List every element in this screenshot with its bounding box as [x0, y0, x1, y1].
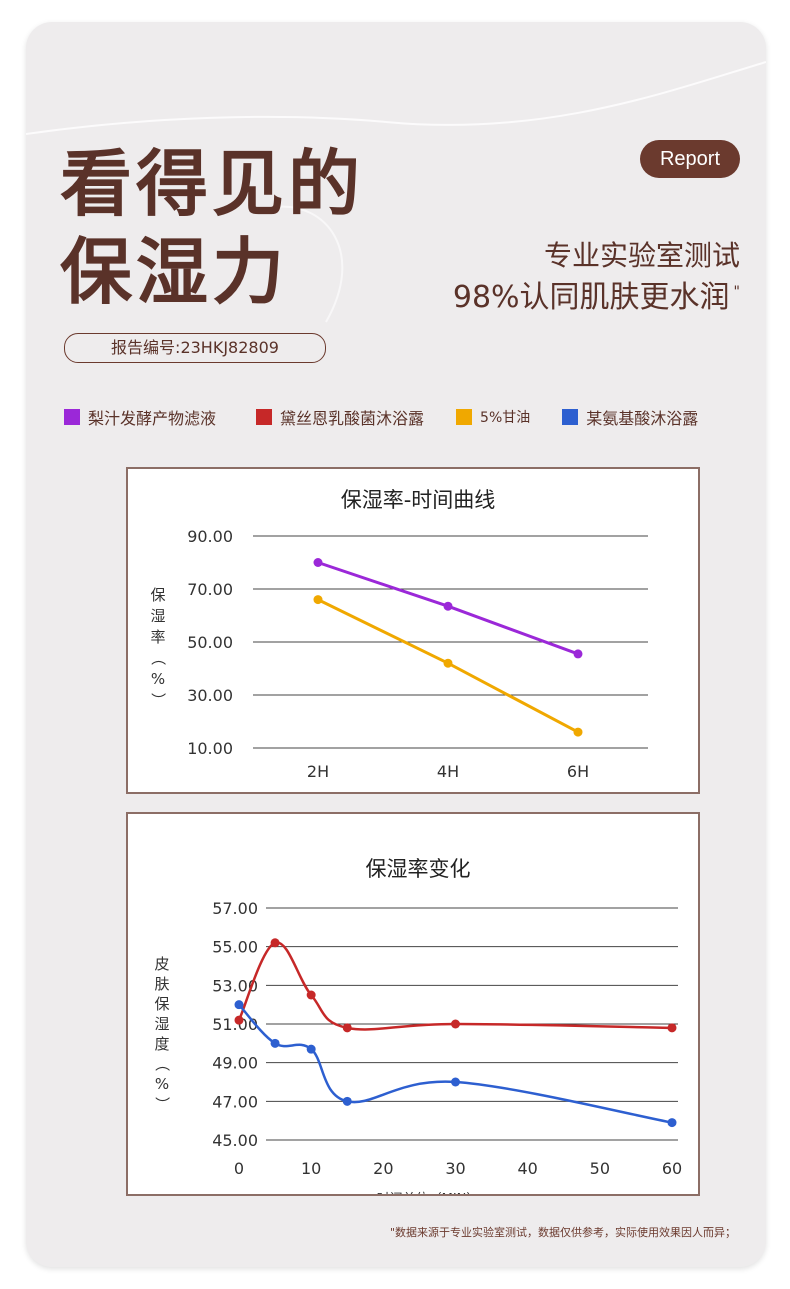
data-point — [667, 1118, 677, 1128]
x-tick-label: 20 — [373, 1159, 393, 1178]
legend-label: 梨汁发酵产物滤液 — [88, 409, 217, 428]
y-axis-label-char: （ — [149, 650, 167, 665]
data-point — [306, 990, 316, 1000]
x-tick-label: 40 — [517, 1159, 537, 1178]
background-swoosh — [26, 61, 766, 323]
headline-line1: 看得见的 — [60, 142, 365, 226]
legend-swatch — [256, 409, 273, 425]
legend-swatch — [64, 409, 80, 425]
data-point — [451, 1019, 460, 1029]
chart-retention-change: 保湿率变化 57.00 55.00 53.00 51.00 49.00 47.00 45.00… — [126, 812, 700, 1196]
legend-label: 5%甘油 — [480, 410, 531, 426]
data-point — [342, 1096, 352, 1106]
data-point — [234, 1015, 244, 1025]
legend-item-daisyen: 黛丝恩乳酸菌沐浴露 — [256, 405, 424, 429]
subtitle-line2-text: 98%认同肌肤更水润 — [452, 280, 730, 315]
x-tick-label: 2H — [307, 762, 329, 781]
headline: 看得见的 保湿力 — [60, 140, 364, 316]
data-point — [451, 1077, 460, 1087]
x-axis-label: 时间单位（MIN） — [377, 1192, 480, 1194]
x-tick-label: 60 — [662, 1159, 682, 1178]
y-axis-label-char: 率 — [150, 628, 165, 646]
data-point — [270, 938, 280, 948]
legend-item-amino: 某氨基酸沐浴露 — [562, 405, 698, 429]
y-axis-label-char: 度 — [154, 1035, 169, 1053]
data-point — [234, 1000, 244, 1010]
legend-swatch — [562, 409, 579, 425]
data-point — [443, 658, 453, 668]
y-tick-label: 10.00 — [187, 739, 233, 758]
legend-item-glycerin: 5%甘油 — [456, 407, 530, 427]
y-axis-label-char: 皮 — [154, 955, 169, 973]
y-axis-label-char: 保 — [154, 995, 169, 1013]
data-point — [306, 1044, 316, 1054]
series-line — [237, 941, 673, 1031]
x-tick-label: 0 — [234, 1159, 244, 1178]
x-tick-label: 10 — [301, 1159, 321, 1178]
y-axis-label-char: ） — [149, 692, 167, 707]
x-tick-label: 50 — [590, 1159, 610, 1178]
data-point — [342, 1023, 352, 1033]
chart-title: 保湿率变化 — [366, 857, 471, 881]
subtitle-line2: 98%认同肌肤更水润 " — [453, 272, 740, 316]
chart-retention-time: 保湿率-时间曲线 90.00 70.00 50.00 30.00 10.00 2H 4H 6H 保… — [126, 467, 700, 794]
subtitle-line1: 专业实验室测试 — [543, 239, 740, 272]
y-axis-label-char: % — [151, 670, 165, 688]
chart-retention-time-svg: 保湿率-时间曲线 90.00 70.00 50.00 30.00 10.00 2H 4H 6H 保… — [149, 488, 648, 781]
y-tick-label: 47.00 — [212, 1092, 258, 1111]
chart-title: 保湿率-时间曲线 — [341, 488, 496, 512]
headline-line2: 保湿力 — [60, 230, 289, 314]
report-card: 看得见的 保湿力 Report 专业实验室测试 98%认同肌肤更水润 " 报告编号… — [26, 22, 766, 1267]
y-tick-label: 70.00 — [187, 580, 233, 599]
x-tick-label: 30 — [445, 1159, 465, 1178]
y-axis-label-char: ） — [153, 1096, 171, 1111]
y-tick-label: 45.00 — [212, 1131, 258, 1150]
data-point — [270, 1038, 280, 1048]
y-axis-label-char: % — [155, 1075, 169, 1093]
y-axis-label-char: 肤 — [154, 975, 169, 993]
report-badge: Report — [640, 140, 740, 178]
y-tick-label: 49.00 — [212, 1054, 258, 1073]
data-point — [573, 727, 583, 737]
y-tick-label: 50.00 — [187, 633, 233, 652]
data-point — [443, 601, 453, 611]
legend-label: 某氨基酸沐浴露 — [586, 409, 699, 428]
y-tick-label: 30.00 — [187, 686, 233, 705]
legend-label: 黛丝恩乳酸菌沐浴露 — [280, 409, 425, 428]
chart-legend: 梨汁发酵产物滤液 黛丝恩乳酸菌沐浴露 5%甘油 某氨基酸沐浴露 — [64, 406, 698, 428]
y-tick-label: 90.00 — [187, 527, 233, 546]
legend-item-pear-ferment: 梨汁发酵产物滤液 — [64, 405, 216, 429]
data-point — [313, 558, 323, 567]
data-point — [573, 649, 583, 659]
y-tick-label: 51.00 — [212, 1015, 258, 1034]
y-axis-label-char: 湿 — [150, 607, 165, 625]
y-tick-label: 55.00 — [212, 938, 258, 957]
y-axis-label-char: 湿 — [154, 1015, 169, 1033]
footnote-mark: " — [733, 284, 740, 300]
legend-swatch — [456, 409, 473, 425]
y-tick-label: 53.00 — [212, 976, 258, 995]
footnote: "数据来源于专业实验室测试，数据仅供参考，实际使用效果因人而异； — [389, 1226, 736, 1239]
x-tick-label: 4H — [437, 762, 459, 781]
data-point — [667, 1023, 677, 1033]
y-axis-label-char: 保 — [150, 586, 165, 604]
data-point — [313, 595, 323, 605]
y-tick-label: 57.00 — [212, 899, 258, 918]
x-tick-label: 6H — [567, 762, 589, 781]
report-number: 报告编号:23HKJ82809 — [64, 333, 326, 363]
chart-retention-change-svg: 保湿率变化 57.00 55.00 53.00 51.00 49.00 47.00 45.00… — [153, 857, 682, 1194]
y-axis-label-char: （ — [153, 1056, 171, 1071]
